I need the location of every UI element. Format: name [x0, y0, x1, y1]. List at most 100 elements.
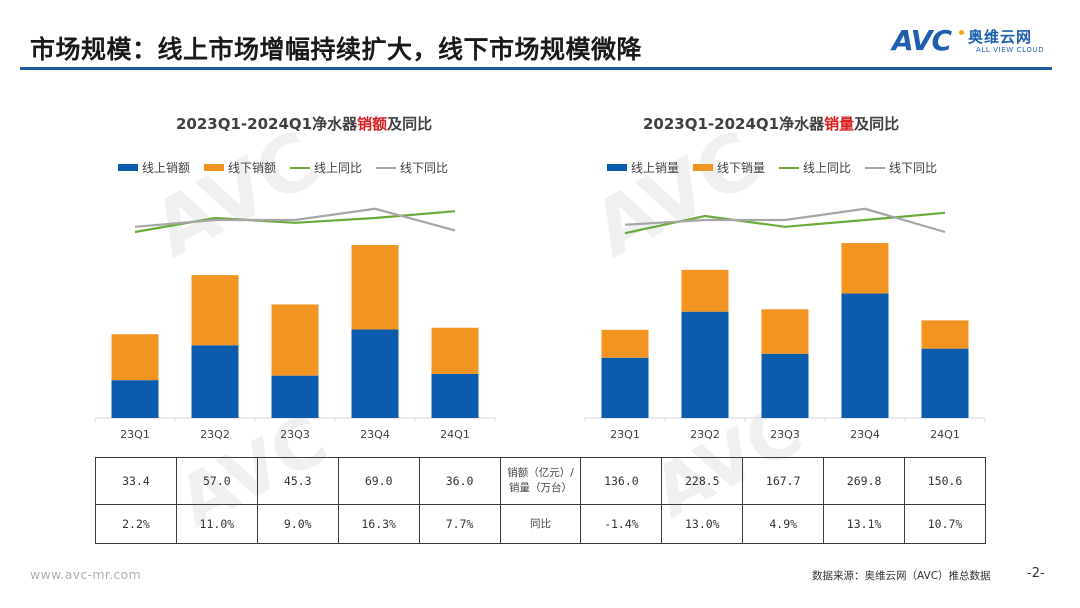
table-row-yoy: 2.2% 11.0% 9.0% 16.3% 7.7% 同比 -1.4% 13.0… — [95, 504, 986, 544]
table-row-values: 33.4 57.0 45.3 69.0 36.0 销额（亿元）/ 销量（万台） … — [95, 457, 986, 505]
legend-label: 线上销额 — [142, 161, 191, 175]
legend-item-offline-yoy: 线下同比 — [865, 159, 937, 176]
bar-offline-23Q2 — [681, 269, 729, 312]
table-cell: 10.7% — [904, 504, 986, 544]
legend-item-online-volume: 线上销量 — [607, 159, 679, 176]
bar-online-23Q3 — [271, 375, 319, 418]
table-cell: 13.1% — [823, 504, 906, 544]
table-row-label-yoy: 同比 — [499, 504, 582, 544]
right-title-highlight: 销量 — [824, 115, 855, 133]
bar-offline-23Q3 — [271, 304, 319, 376]
x-tick-label: 23Q4 — [850, 428, 880, 441]
legend-swatch-online-line — [290, 166, 311, 169]
legend-swatch-online-line — [779, 166, 800, 169]
x-tick-label: 23Q2 — [690, 428, 720, 441]
table-cell: 36.0 — [418, 457, 501, 505]
legend-swatch-online — [607, 164, 627, 171]
table-cell: 69.0 — [337, 457, 420, 505]
title-divider — [20, 67, 1052, 70]
bar-online-23Q2 — [191, 345, 239, 418]
x-tick-label: 23Q3 — [280, 428, 310, 441]
table-cell: 33.4 — [95, 457, 177, 505]
legend-item-online-yoy: 线上同比 — [779, 159, 851, 176]
legend-item-offline-sales: 线下销额 — [204, 159, 276, 176]
legend-swatch-offline-line — [865, 166, 886, 169]
x-tick-label: 24Q1 — [440, 428, 470, 441]
table-cell: 57.0 — [175, 457, 258, 505]
left-title-suffix: 及同比 — [387, 115, 433, 133]
data-source-note: 数据来源：奥维云网（AVC）推总数据 — [812, 570, 991, 582]
left-chart-title: 2023Q1-2024Q1净水器销额及同比 — [176, 113, 432, 134]
x-tick-label: 23Q1 — [610, 428, 640, 441]
footer-url[interactable]: www.avc-mr.com — [30, 567, 141, 582]
table-cell: -1.4% — [580, 504, 663, 544]
table-cell: 2.2% — [95, 504, 177, 544]
table-cell: 16.3% — [337, 504, 420, 544]
right-legend: 线上销量 线下销量 线上同比 线下同比 — [607, 159, 951, 176]
legend-swatch-offline — [204, 164, 225, 171]
right-chart-title: 2023Q1-2024Q1净水器销量及同比 — [643, 113, 899, 134]
row-label-line2: 销量（万台） — [508, 482, 572, 494]
legend-label: 线上销量 — [631, 161, 680, 175]
left-title-prefix: 2023Q1-2024Q1净水器 — [176, 115, 358, 133]
avc-logo: AVC 奥维云网 ALL VIEW CLOUD — [892, 24, 1052, 60]
bar-offline-23Q3 — [761, 309, 809, 354]
legend-item-online-yoy: 线上同比 — [290, 159, 362, 176]
legend-item-offline-yoy: 线下同比 — [376, 159, 448, 176]
x-tick-label: 23Q2 — [200, 428, 230, 441]
left-title-highlight: 销额 — [357, 115, 388, 133]
page-number: -2- — [1027, 566, 1045, 581]
bar-online-23Q4 — [841, 293, 889, 418]
table-cell: 269.8 — [823, 457, 906, 505]
legend-item-online-sales: 线上销额 — [118, 159, 190, 176]
table-cell: 136.0 — [580, 457, 663, 505]
table-cell: 228.5 — [661, 457, 744, 505]
bar-offline-23Q4 — [351, 245, 399, 330]
logo-cn: 奥维云网 — [968, 28, 1033, 46]
line-offline-yoy — [624, 207, 946, 234]
bar-offline-23Q4 — [841, 243, 889, 294]
bar-offline-23Q1 — [111, 334, 159, 381]
legend-swatch-online — [118, 164, 138, 171]
x-tick-label: 23Q3 — [770, 428, 800, 441]
bar-online-23Q1 — [111, 380, 159, 418]
legend-label: 线上同比 — [314, 161, 363, 175]
bar-offline-23Q2 — [191, 275, 239, 346]
table-cell: 45.3 — [256, 457, 339, 505]
bar-online-23Q4 — [351, 329, 399, 418]
table-cell: 11.0% — [175, 504, 258, 544]
row-label-line1: 销额（亿元）/ — [507, 467, 574, 479]
bar-offline-24Q1 — [921, 320, 969, 349]
legend-label: 线下销额 — [228, 161, 277, 175]
right-title-suffix: 及同比 — [854, 115, 900, 133]
x-tick-label: 23Q1 — [120, 428, 150, 441]
page-title: 市场规模：线上市场增幅持续扩大，线下市场规模微降 — [30, 35, 643, 64]
legend-label: 线下销量 — [717, 161, 766, 175]
line-offline-yoy — [134, 207, 456, 232]
table-cell: 4.9% — [742, 504, 825, 544]
bar-online-23Q1 — [601, 357, 649, 418]
right-volume-chart: 23Q1 23Q2 23Q3 23Q4 24Q1 — [584, 207, 986, 441]
legend-item-offline-volume: 线下销量 — [693, 159, 765, 176]
left-legend: 线上销额 线下销额 线上同比 线下同比 — [118, 159, 462, 176]
logo-en: ALL VIEW CLOUD — [976, 46, 1045, 54]
bar-online-24Q1 — [921, 348, 969, 418]
table-cell: 7.7% — [418, 504, 501, 544]
table-cell: 167.7 — [742, 457, 825, 505]
legend-swatch-offline — [693, 164, 714, 171]
table-row-label-values: 销额（亿元）/ 销量（万台） — [499, 457, 582, 505]
left-sales-chart: 23Q1 23Q2 23Q3 23Q4 24Q1 — [94, 207, 496, 441]
logo-dot — [959, 30, 964, 35]
table-cell: 9.0% — [256, 504, 339, 544]
logo-text: AVC — [892, 24, 952, 57]
bar-online-23Q3 — [761, 353, 809, 418]
table-cell: 150.6 — [904, 457, 986, 505]
legend-label: 线上同比 — [803, 161, 852, 175]
bar-online-23Q2 — [681, 311, 729, 418]
line-online-yoy — [134, 210, 456, 234]
legend-label: 线下同比 — [889, 161, 938, 175]
x-tick-label: 24Q1 — [930, 428, 960, 441]
x-tick-label: 23Q4 — [360, 428, 390, 441]
bar-online-24Q1 — [431, 373, 479, 418]
bar-offline-24Q1 — [431, 327, 479, 374]
